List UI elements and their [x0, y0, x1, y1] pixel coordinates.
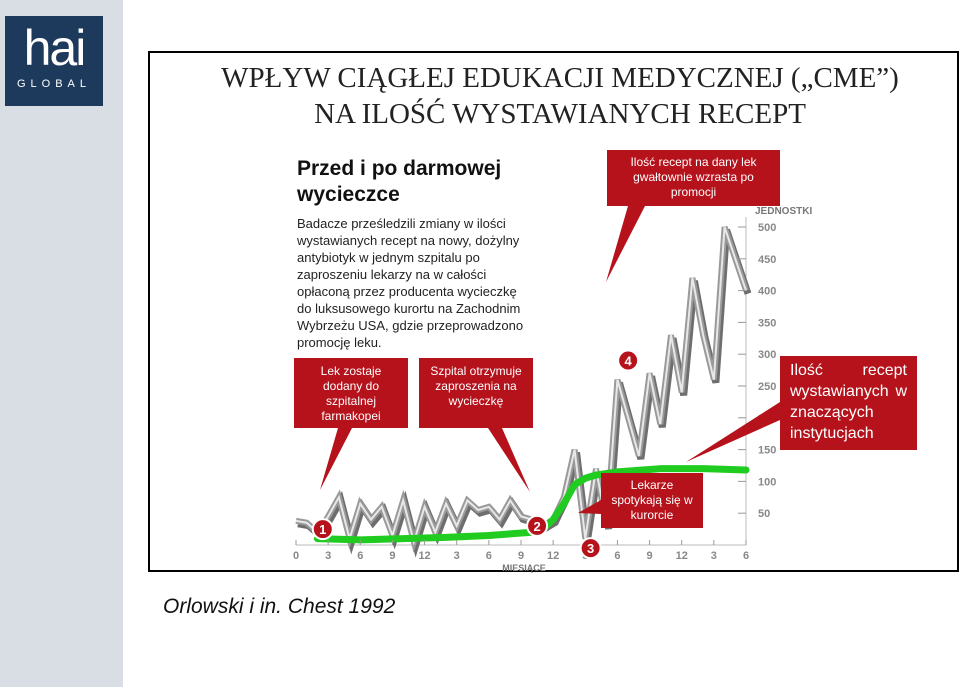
- y-tick-label: 250: [758, 381, 776, 393]
- x-tick-label: 6: [486, 550, 492, 562]
- y-tick-label: 400: [758, 286, 776, 298]
- series-line-highlight: [295, 226, 747, 546]
- event-marker: [526, 514, 549, 537]
- y-tick-label: 350: [758, 317, 776, 329]
- x-tick-label: 6: [743, 550, 749, 562]
- x-tick-label: 6: [614, 550, 620, 562]
- title-line-1: WPŁYW CIĄGŁEJ EDUKACJI MEDYCZNEJ („CME”): [221, 62, 899, 94]
- x-tick-label: 3: [325, 550, 331, 562]
- y-tick-label: 100: [758, 476, 776, 488]
- source-citation: Orlowski i in. Chest 1992: [163, 595, 396, 618]
- y-tick-label: 500: [758, 222, 776, 234]
- intro-body: Badacze prześledzili zmiany w ilości wys…: [297, 216, 524, 350]
- y-tick-label: 50: [758, 508, 770, 520]
- x-tick-label: 9: [389, 550, 395, 562]
- x-tick-label: 6: [357, 550, 363, 562]
- pointer-callout-5: [686, 402, 780, 462]
- x-tick-label: 3: [454, 550, 460, 562]
- y-tick-label: 300: [758, 349, 776, 361]
- pointer-callout-3: [578, 500, 601, 514]
- event-marker: [311, 518, 334, 541]
- x-tick-label: 9: [518, 550, 524, 562]
- callout-surge: Ilość recept na dany lek gwałtownie wzra…: [607, 150, 780, 206]
- left-strip: [0, 0, 123, 687]
- event-marker-label: 3: [587, 541, 594, 556]
- pointer-callout-4: [606, 206, 645, 282]
- x-axis-label: MIESIĄCE: [502, 563, 546, 573]
- x-tick-label: 12: [418, 550, 430, 562]
- x-tick-label: 0: [293, 550, 299, 562]
- event-marker-label: 2: [533, 519, 540, 534]
- event-marker: [579, 537, 602, 560]
- series-line-institutions: [313, 465, 750, 544]
- x-tick-label: 12: [676, 550, 688, 562]
- x-tick-label: 9: [647, 550, 653, 562]
- logo-wordmark: hai: [23, 20, 87, 76]
- pointer-callout-1: [320, 428, 352, 490]
- pointer-callout-2: [488, 428, 530, 492]
- x-tick-label: 3: [711, 550, 717, 562]
- hai-global-logo: hai GLOBAL: [5, 16, 103, 106]
- y-tick-label: 450: [758, 254, 776, 266]
- event-marker-label: 4: [625, 354, 633, 369]
- event-marker-label: 1: [319, 522, 326, 537]
- callout-formulary: Lek zostaje dodany do szpitalnej farmako…: [294, 358, 408, 428]
- callout-significant-institutions: Ilość recept wystawianych w znaczących i…: [780, 356, 917, 450]
- callout-invitation: Szpital otrzymuje zaproszenia na wyciecz…: [419, 358, 533, 428]
- title-line-2: NA ILOŚĆ WYSTAWIANYCH RECEPT: [314, 98, 806, 130]
- intro-heading: Przed i po darmowej wycieczce: [297, 157, 502, 206]
- y-tick-label: 150: [758, 445, 776, 457]
- page-title: WPŁYW CIĄGŁEJ EDUKACJI MEDYCZNEJ („CME”)…: [190, 60, 930, 132]
- logo-subtitle: GLOBAL: [16, 78, 92, 90]
- x-tick-label: 12: [547, 550, 559, 562]
- event-marker: [617, 349, 640, 372]
- slide-frame: [148, 51, 959, 572]
- callout-resort: Lekarze spotykają się w kurorcie: [601, 473, 703, 528]
- y-axis-label: JEDNOSTKI: [755, 206, 812, 217]
